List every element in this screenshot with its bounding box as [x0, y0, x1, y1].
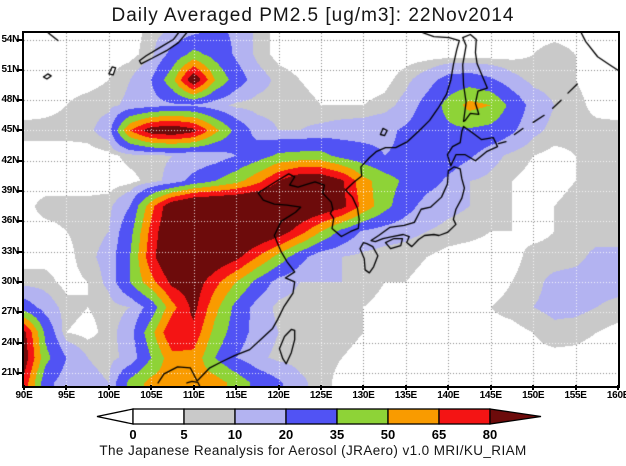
- lat-tick-label: 45N: [1, 124, 20, 136]
- lon-tick-label: 120E: [267, 390, 290, 401]
- colorbar-segment: [285, 408, 338, 425]
- lon-tick-mark: [192, 385, 195, 390]
- lat-tick-label: 36N: [1, 215, 20, 227]
- lat-tick-label: 42N: [1, 154, 20, 166]
- colorbar-segment: [234, 408, 287, 425]
- lon-tick-mark: [65, 385, 68, 390]
- lat-tick-label: 24N: [1, 336, 20, 348]
- colorbar-tick-label: 20: [279, 427, 293, 442]
- lat-tick-label: 48N: [1, 94, 20, 106]
- lat-tick-label: 33N: [1, 245, 20, 257]
- lon-tick-mark: [489, 385, 492, 390]
- lon-tick-label: 110E: [182, 390, 205, 401]
- colorbar-segment: [387, 408, 440, 425]
- lat-tick-mark: [17, 280, 22, 283]
- lat-tick-mark: [17, 159, 22, 162]
- colorbar-right-arrow: [489, 408, 542, 425]
- colorbar-segment: [132, 408, 185, 425]
- lon-tick-mark: [107, 385, 110, 390]
- lon-tick-label: 135E: [394, 390, 417, 401]
- colorbar-legend: 0 5 10 20 35 50 65 80: [96, 408, 542, 442]
- colorbar-tick-label: 5: [180, 427, 187, 442]
- lat-tick-label: 39N: [1, 185, 20, 197]
- lon-tick-mark: [532, 385, 535, 390]
- lon-tick-mark: [404, 385, 407, 390]
- lon-tick-mark: [150, 385, 153, 390]
- colorbar-tick-label: 80: [483, 427, 497, 442]
- lon-tick-label: 155E: [564, 390, 587, 401]
- figure-title: Daily Averaged PM2.5 [ug/m3]: 22Nov2014: [111, 5, 515, 26]
- lon-tick-mark: [447, 385, 450, 390]
- lon-tick-label: 95E: [57, 390, 75, 401]
- lon-tick-label: 140E: [437, 390, 460, 401]
- lat-tick-label: 30N: [1, 275, 20, 287]
- lon-tick-label: 105E: [140, 390, 163, 401]
- lat-tick-mark: [17, 371, 22, 374]
- lon-tick-mark: [23, 385, 25, 390]
- lon-tick-label: 115E: [225, 390, 247, 401]
- lat-tick-mark: [17, 190, 22, 193]
- lon-tick-mark: [362, 385, 365, 390]
- colorbar-tick-label: 35: [330, 427, 344, 442]
- lat-tick-mark: [17, 220, 22, 223]
- lon-tick-label: 145E: [479, 390, 502, 401]
- lon-tick-mark: [320, 385, 322, 390]
- lat-tick-mark: [17, 99, 22, 102]
- colorbar-segment: [183, 408, 236, 425]
- lat-tick-mark: [17, 38, 22, 41]
- lon-tick-label: 130E: [352, 390, 375, 401]
- lat-tick-mark: [17, 129, 22, 132]
- colorbar-tick-label: 10: [228, 427, 242, 442]
- colorbar-left-arrow: [96, 408, 134, 425]
- lat-tick-label: 27N: [1, 306, 20, 318]
- lat-tick-mark: [17, 250, 22, 253]
- lat-tick-label: 21N: [1, 366, 20, 378]
- contour-map-canvas: [24, 33, 618, 386]
- lat-tick-mark: [17, 68, 22, 71]
- lat-tick-mark: [17, 311, 22, 314]
- lon-tick-label: 90E: [15, 390, 33, 401]
- lon-tick-label: 160E: [606, 390, 626, 401]
- colorbar-tick-label: 0: [129, 427, 136, 442]
- lon-tick-mark: [617, 385, 619, 390]
- lat-tick-label: 51N: [1, 63, 20, 75]
- lon-tick-mark: [277, 385, 280, 390]
- lat-tick-label: 54N: [1, 33, 20, 45]
- colorbar-segment: [336, 408, 389, 425]
- lon-tick-mark: [574, 385, 577, 390]
- colorbar-tick-label: 65: [432, 427, 446, 442]
- lon-tick-label: 125E: [309, 390, 333, 401]
- colorbar-tick-label: 50: [381, 427, 395, 442]
- figure-caption: The Japanese Reanalysis for Aerosol (JRA…: [99, 443, 527, 458]
- lon-tick-label: 150E: [522, 390, 545, 401]
- colorbar-segment: [438, 408, 491, 425]
- map-plot-area: [22, 31, 620, 388]
- lon-tick-label: 100E: [97, 390, 120, 401]
- lat-tick-mark: [17, 341, 22, 344]
- lon-tick-mark: [235, 385, 238, 390]
